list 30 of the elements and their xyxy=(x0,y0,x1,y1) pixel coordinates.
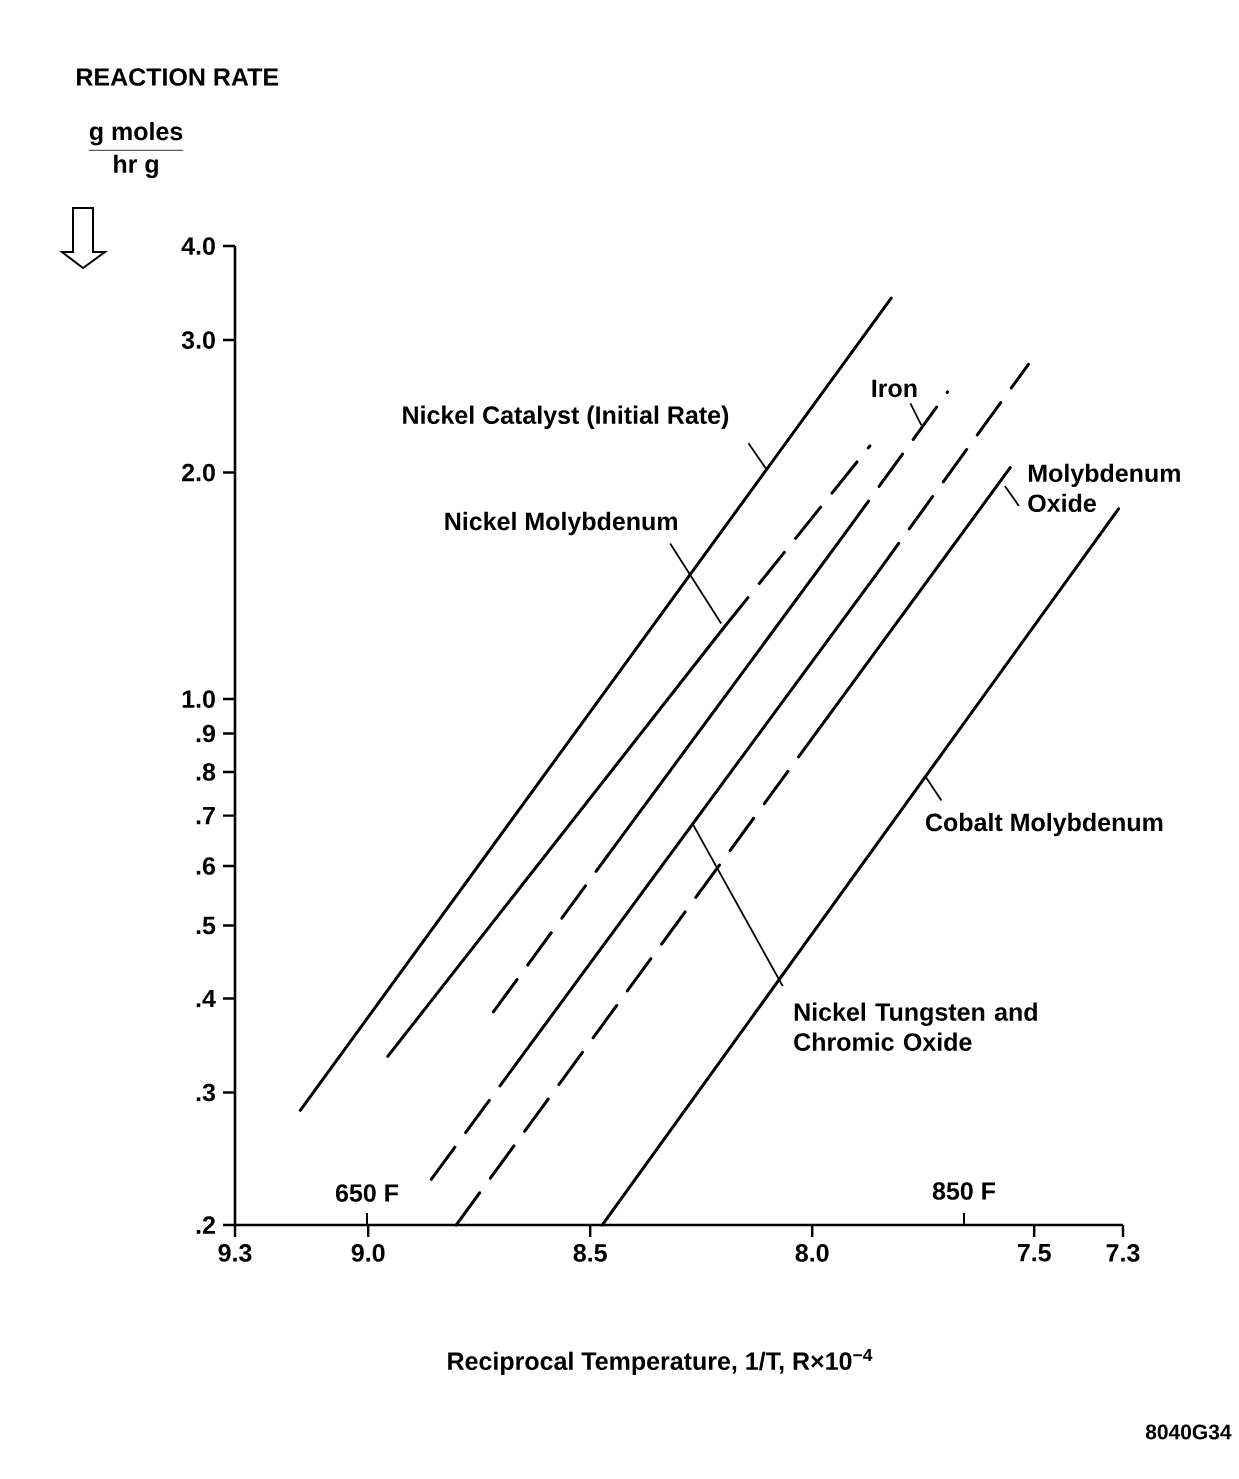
annotation: Nickel Catalyst (Initial Rate) xyxy=(403,405,729,429)
x-tick-label: 7.3 xyxy=(1106,1244,1140,1262)
y-tick-label: .6 xyxy=(196,857,216,875)
annotation: Cobalt Molybdenum xyxy=(926,812,1163,837)
x-tick-label: 8.5 xyxy=(573,1244,607,1262)
y-tick-label: 3.0 xyxy=(181,331,215,349)
y-tick-label: 4.0 xyxy=(181,237,215,255)
x-tick-label: 7.5 xyxy=(1017,1244,1051,1262)
y-axis-title: $\frac{\mathbf{g\ moles}}{\mathbf{hr\ g}}$ xyxy=(88,121,184,179)
y-tick-label: .8 xyxy=(196,763,216,781)
annotation: 850 F xyxy=(932,1182,996,1200)
annotation: Nickel Molybdenum xyxy=(445,511,677,536)
x-tick-label: 9.0 xyxy=(351,1244,385,1262)
y-tick-label: .5 xyxy=(196,916,216,935)
annotation: Iron xyxy=(872,379,917,398)
y-tick-label: .7 xyxy=(196,807,215,825)
y-tick-label: 2.0 xyxy=(182,463,215,482)
y-tick-label: .2 xyxy=(196,1216,215,1234)
annotation: Molybdenum Oxide xyxy=(1028,463,1180,513)
y-tick-label: .3 xyxy=(196,1083,216,1102)
annotation: 650 F xyxy=(335,1184,399,1202)
chart-title: REACTION RATE xyxy=(77,68,279,86)
x-tick-label: 9.3 xyxy=(218,1244,252,1262)
annotation: Nickel Tungsten and Chromic Oxide xyxy=(794,1002,1037,1051)
text: 8040G34 xyxy=(1145,1424,1232,1440)
y-tick-label: 1.0 xyxy=(182,690,215,708)
x-axis-title: Reciprocal Temperature, 1/T, R×10$^{−4}$ xyxy=(448,1349,873,1375)
x-tick-label: 8.0 xyxy=(795,1244,829,1262)
y-tick-label: .9 xyxy=(196,724,216,743)
y-tick-label: .4 xyxy=(196,989,216,1008)
